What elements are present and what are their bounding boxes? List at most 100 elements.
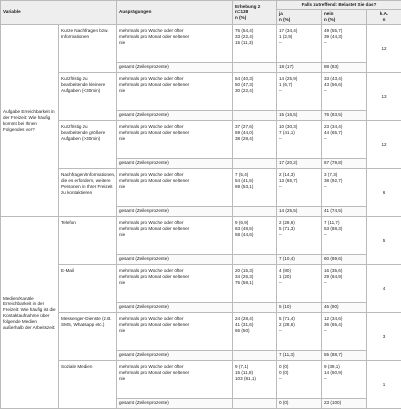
item-name: E-Mail <box>59 264 117 312</box>
nein-value: – <box>324 88 364 94</box>
gesamt-ja: 7 (10,4) <box>277 254 322 264</box>
gesamt-nein: 45 (90) <box>322 302 367 312</box>
erhebung-cell: 9 (6,9)63 (48,5)58 (44,6) <box>233 216 277 254</box>
gesamt-ja: 7 (11,3) <box>277 350 322 360</box>
erhebung-value: 69 (53,1) <box>235 184 274 190</box>
ka-value: 12 <box>367 120 401 168</box>
nein-value: – <box>324 280 364 286</box>
empty-cell <box>233 254 277 264</box>
erhebung-cell: 24 (28,4)41 (31,6)65 (50) <box>233 312 277 350</box>
gesamt-ja: 17 (20,2) <box>277 158 322 168</box>
ja-cell: 10 (30,3)7 (41,1)– <box>277 120 322 158</box>
erhebung-cell: 37 (27,6)59 (44,0)38 (28,4) <box>233 120 277 158</box>
empty-cell <box>233 350 277 360</box>
ka-value: 5 <box>367 216 401 264</box>
item-name: Kurzfristig zu bearbeitende größere Aufg… <box>59 120 117 168</box>
item-row: Kurzfristig zu bearbeitende größere Aufg… <box>1 120 401 158</box>
gesamt-ja: 14 (25,5) <box>277 206 322 216</box>
item-name: Kurze Nachfragen bzw. Informationen <box>59 24 117 72</box>
erhebung-cell: 9 (7,1)15 (11,8)103 (81,1) <box>233 360 277 398</box>
table-body: Aufgabe Erreichbarkeit in der Freizeit: … <box>1 24 401 408</box>
ka-value: 12 <box>367 24 401 72</box>
nein-value: – <box>324 328 364 334</box>
item-name: Telefon <box>59 216 117 264</box>
erhebung-value: 38 (28,4) <box>235 136 274 142</box>
ja-cell: 14 (25,9)1 (6,7)– <box>277 72 322 110</box>
nein-cell: 12 (34,6)36 (65,4)– <box>322 312 367 350</box>
nein-value: – <box>324 40 364 46</box>
erhebung-cell: 54 (40,3)50 (47,3)30 (22,4) <box>233 72 277 110</box>
item-row: Nachfragen/Informationen, die es erforde… <box>1 168 401 206</box>
ka-value: 3 <box>367 312 401 360</box>
nein-cell: 23 (34,4)44 (65,7)– <box>322 120 367 158</box>
ja-value: – <box>279 88 319 94</box>
nein-value: – <box>324 184 364 190</box>
ka-value: 4 <box>367 264 401 312</box>
empty-cell <box>233 62 277 72</box>
header-ka: k.A. n <box>367 9 401 24</box>
item-row: Messenger-Dienste (z.B. SMS, Whatsapp et… <box>1 312 401 350</box>
gesamt-nein: 76 (83,5) <box>322 110 367 120</box>
erhebung-value: 15 (11,3) <box>235 40 274 46</box>
option: nie <box>119 328 230 334</box>
gesamt-nein: 67 (79,8) <box>322 158 367 168</box>
header-ja: ja n (%) <box>277 9 322 24</box>
erhebung-value: 103 (81,1) <box>235 376 274 382</box>
header-variable: Variable <box>1 1 117 25</box>
item-row: Medien/Kanäle Erreichbarkeit in der Frei… <box>1 216 401 254</box>
option: nie <box>119 88 230 94</box>
ja-cell: 0 (0)0 (0)– <box>277 360 322 398</box>
ja-value: – <box>279 184 319 190</box>
empty-cell <box>233 158 277 168</box>
item-name: Messenger-Dienste (z.B. SMS, Whatsapp et… <box>59 312 117 360</box>
ja-cell: 17 (34,4)1 (2,9)– <box>277 24 322 62</box>
nein-cell: 16 (35,6)29 (64,9)– <box>322 264 367 302</box>
page: {"header":{"variable":"Variable","auspra… <box>0 0 401 400</box>
ja-value: – <box>279 232 319 238</box>
nein-value: – <box>324 376 364 382</box>
gesamt-label: gesamt (Zeilenprozente) <box>117 254 233 264</box>
option: nie <box>119 184 230 190</box>
ja-cell: 2 (14,3)13 (65,7)– <box>277 168 322 206</box>
group-label: Aufgabe Erreichbarkeit in der Freizeit: … <box>1 24 59 216</box>
erhebung-value: 65 (50) <box>235 328 274 334</box>
header-erhebung: Erhebung 2 n=138 n (%) <box>233 1 277 25</box>
group-label: Medien/Kanäle Erreichbarkeit in der Frei… <box>1 216 59 408</box>
option: nie <box>119 280 230 286</box>
ka-value: 6 <box>367 168 401 216</box>
gesamt-label: gesamt (Zeilenprozente) <box>117 62 233 72</box>
erhebung-value: 58 (44,6) <box>235 232 274 238</box>
gesamt-label: gesamt (Zeilenprozente) <box>117 110 233 120</box>
nein-cell: 3 (7,3)38 (92,7)– <box>322 168 367 206</box>
empty-cell <box>233 110 277 120</box>
ja-value: – <box>279 40 319 46</box>
gesamt-ja: 5 (10) <box>277 302 322 312</box>
gesamt-ja: 18 (17) <box>277 62 322 72</box>
nein-value: – <box>324 136 364 142</box>
gesamt-nein: 55 (88,7) <box>322 350 367 360</box>
header-nein: nein n (%) <box>322 9 367 24</box>
item-name: Kurzfristig zu bearbeitende kleinere Auf… <box>59 72 117 120</box>
option: nie <box>119 376 230 382</box>
erhebung-value: 30 (22,4) <box>235 88 274 94</box>
empty-cell <box>233 206 277 216</box>
option: nie <box>119 136 230 142</box>
header-auspraegungen: Ausprägungen <box>117 1 233 25</box>
nein-cell: 7 (11,7)53 (88,3)– <box>322 216 367 254</box>
ja-cell: 2 (28,6)5 (71,3)– <box>277 216 322 254</box>
ja-cell: 5 (71,4)2 (28,6)– <box>277 312 322 350</box>
gesamt-label: gesamt (Zeilenprozente) <box>117 350 233 360</box>
erhebung-cell: 7 (5,4)54 (41,5)69 (53,1) <box>233 168 277 206</box>
gesamt-nein: 41 (74,5) <box>322 206 367 216</box>
nein-value: – <box>324 232 364 238</box>
